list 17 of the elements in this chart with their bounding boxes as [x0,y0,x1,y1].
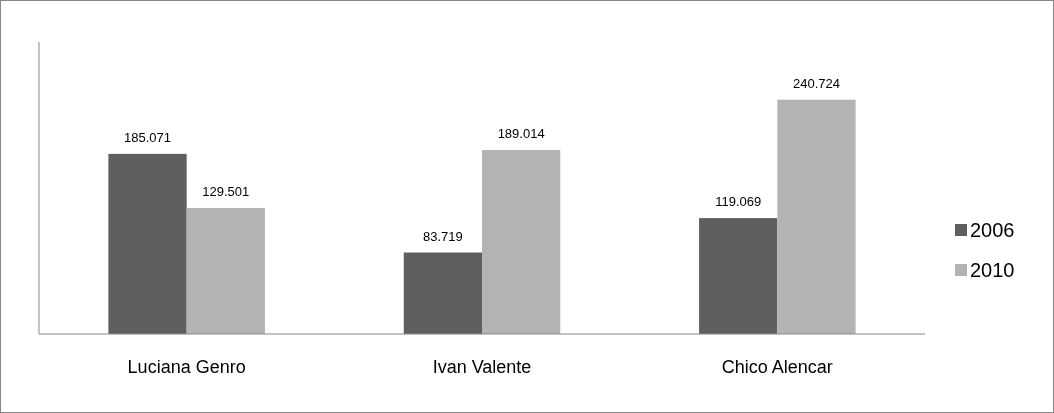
bar [108,153,187,334]
data-label: 119.069 [715,194,762,210]
x-tick-label: Chico Alencar [721,357,833,377]
bar [403,252,482,334]
bar [699,218,778,334]
legend-label: 2006 [970,219,1015,241]
data-label: 129.501 [202,183,250,199]
data-label: 83.719 [422,228,463,244]
legend-label: 2010 [970,259,1015,281]
bar [186,207,265,334]
bar [777,99,856,334]
data-label: 189.014 [497,126,545,142]
data-label: 240.724 [792,75,840,91]
x-tick-label: Ivan Valente [432,357,532,377]
data-label: 185.071 [124,129,172,145]
bar [482,150,561,334]
x-tick-label: Luciana Genro [127,357,246,377]
